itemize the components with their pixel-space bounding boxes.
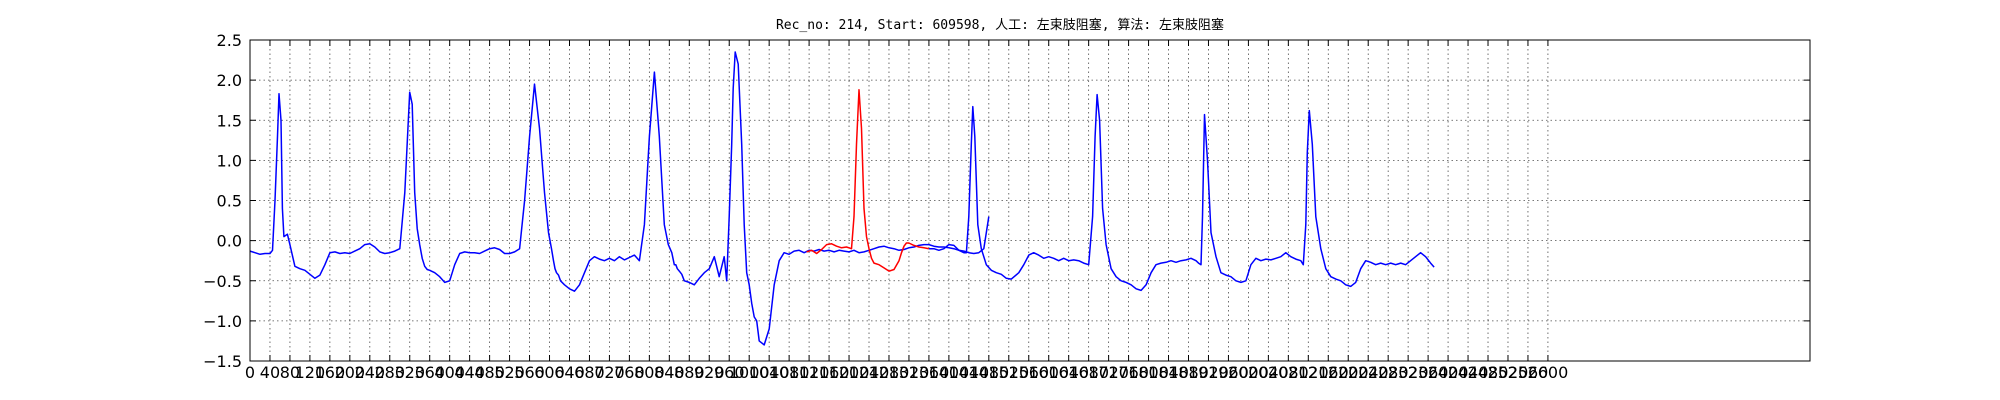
- x-tick-label: 1120: [789, 363, 830, 382]
- x-tick-label: 400: [434, 363, 465, 382]
- x-tick-label: 1200: [829, 363, 870, 382]
- x-tick-label: 2280: [1368, 363, 1409, 382]
- x-tick-label: 2200: [1328, 363, 1369, 382]
- x-tick-label: 320: [394, 363, 425, 382]
- x-tick-label: 720: [594, 363, 625, 382]
- x-tick-label: 1560: [1008, 363, 1049, 382]
- x-tick-label: 1280: [869, 363, 910, 382]
- x-tick-label: 640: [554, 363, 585, 382]
- y-tick-label: 1.5: [217, 111, 242, 130]
- y-tick-label: −1.0: [203, 312, 242, 331]
- x-tick-label: 800: [634, 363, 665, 382]
- x-tick-label: 1000: [729, 363, 770, 382]
- x-tick-label: 2480: [1468, 363, 1509, 382]
- x-tick-label: 2080: [1268, 363, 1309, 382]
- x-tick-label: 2320: [1388, 363, 1429, 382]
- x-tick-label: 1480: [968, 363, 1009, 382]
- x-tick-label: 1600: [1028, 363, 1069, 382]
- x-tick-label: 1400: [929, 363, 970, 382]
- x-tick-label: 840: [654, 363, 685, 382]
- x-tick-label: 200: [335, 363, 366, 382]
- y-tick-label: 2.0: [217, 71, 242, 90]
- x-tick-label: 1320: [889, 363, 930, 382]
- x-tick-label: 1360: [909, 363, 950, 382]
- y-tick-label: −1.5: [203, 352, 242, 371]
- x-tick-label: 160: [315, 363, 346, 382]
- x-axis: 0 40 8012016020024028032036040044048052056…: [245, 40, 1568, 382]
- x-tick-label: 680: [574, 363, 605, 382]
- x-tick-label: 2400: [1428, 363, 1469, 382]
- y-tick-label: 0.0: [217, 232, 242, 251]
- x-tick-label: 520: [494, 363, 525, 382]
- x-tick-label: 40: [260, 363, 280, 382]
- y-axis: −1.5 −1.0 −0.5 0.0 0.5 1.0 1.5 2.0 2.5: [203, 31, 1810, 371]
- x-tick-label: 1760: [1108, 363, 1149, 382]
- x-tick-label: 120: [295, 363, 326, 382]
- chart-title: Rec_no: 214, Start: 609598, 人工: 左束肢阻塞, 算…: [776, 17, 1224, 33]
- x-tick-label: 240: [355, 363, 386, 382]
- x-tick-label: 2120: [1288, 363, 1329, 382]
- ecg-series-line-1: [249, 51, 990, 346]
- ecg-series-line-3: [928, 93, 1435, 292]
- x-tick-label: 2000: [1228, 363, 1269, 382]
- x-tick-label: 560: [514, 363, 545, 382]
- x-tick-label: 1240: [849, 363, 890, 382]
- x-tick-label: 1440: [948, 363, 989, 382]
- x-tick-label: 920: [694, 363, 725, 382]
- x-tick-label: 1920: [1188, 363, 1229, 382]
- x-tick-label: 2360: [1408, 363, 1449, 382]
- grid: [250, 40, 1810, 361]
- x-tick-label: 440: [454, 363, 485, 382]
- x-tick-label: 1080: [769, 363, 810, 382]
- x-tick-label: 1040: [749, 363, 790, 382]
- y-tick-label: 0.5: [217, 192, 242, 211]
- x-tick-label: 1960: [1208, 363, 1249, 382]
- ecg-series-line-2: [806, 89, 930, 272]
- x-tick-label: 1800: [1128, 363, 1169, 382]
- x-tick-label: 480: [474, 363, 505, 382]
- y-tick-label: 2.5: [217, 31, 242, 50]
- x-tick-label: 2560: [1508, 363, 1549, 382]
- series-layer: [249, 51, 1435, 346]
- x-tick-label: 1640: [1048, 363, 1089, 382]
- x-tick-label: 1160: [809, 363, 850, 382]
- y-tick-label: −0.5: [203, 272, 242, 291]
- x-tick-label: 1840: [1148, 363, 1189, 382]
- x-tick-label: 2600: [1528, 363, 1569, 382]
- x-tick-label: 0: [245, 363, 255, 382]
- x-tick-label: 2240: [1348, 363, 1389, 382]
- x-tick-label: 880: [674, 363, 705, 382]
- x-tick-label: 1680: [1068, 363, 1109, 382]
- x-tick-label: 960: [714, 363, 745, 382]
- y-tick-label: 1.0: [217, 151, 242, 170]
- x-tick-label: 760: [614, 363, 645, 382]
- x-tick-label: 2160: [1308, 363, 1349, 382]
- x-tick-label: 1520: [988, 363, 1029, 382]
- x-tick-label: 1880: [1168, 363, 1209, 382]
- x-tick-label: 2440: [1448, 363, 1489, 382]
- x-tick-label: 2520: [1488, 363, 1529, 382]
- x-tick-label: 280: [375, 363, 406, 382]
- x-tick-label: 360: [414, 363, 445, 382]
- x-tick-label: 1720: [1088, 363, 1129, 382]
- x-tick-label: 600: [534, 363, 565, 382]
- x-tick-label: 2040: [1248, 363, 1289, 382]
- x-tick-label: 80: [280, 363, 300, 382]
